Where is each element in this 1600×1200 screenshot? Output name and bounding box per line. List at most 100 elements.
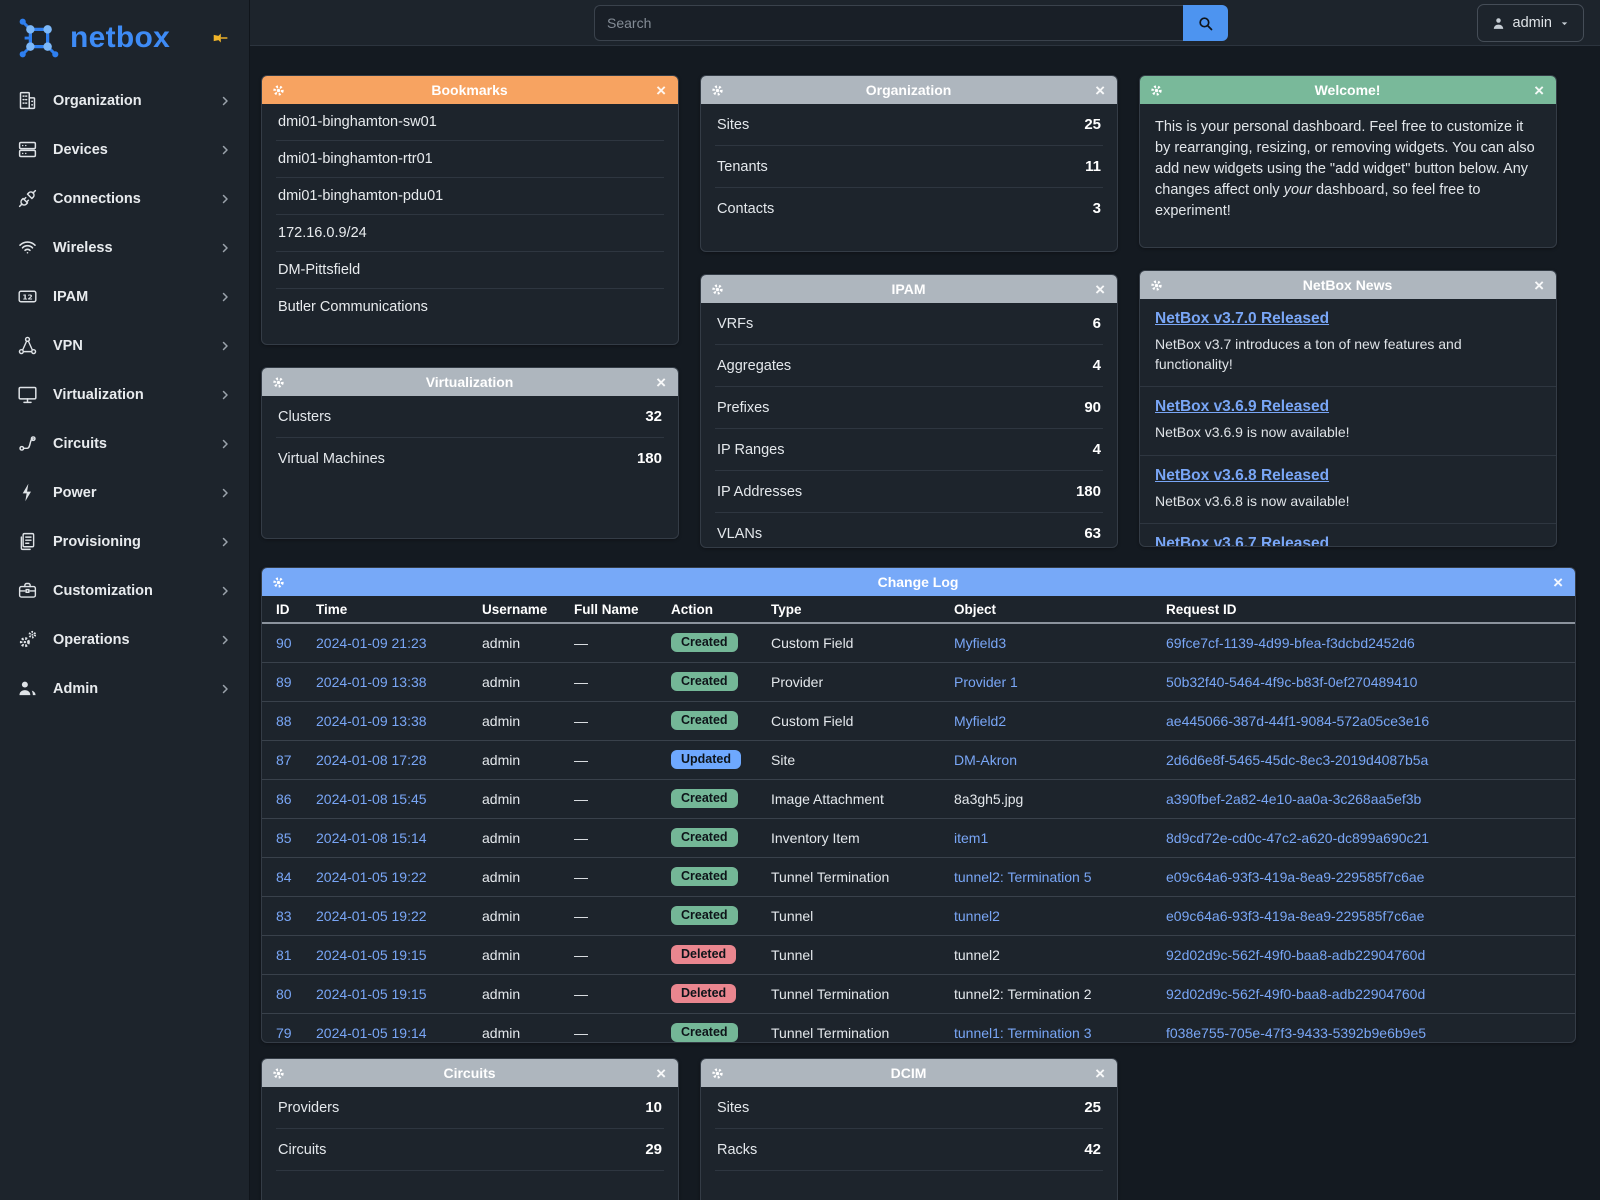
sidebar-item-admin[interactable]: Admin [0, 664, 249, 713]
change-id-link[interactable]: 90 [276, 634, 292, 651]
sidebar-item-operations[interactable]: Operations [0, 615, 249, 664]
change-username: admin [474, 779, 566, 819]
dcim-widget-header[interactable]: DCIM × [701, 1059, 1117, 1087]
dcim-stat-row: Sites 25 [715, 1087, 1103, 1129]
request-id-link[interactable]: 92d02d9c-562f-49f0-baa8-adb22904760d [1166, 946, 1426, 963]
sidebar-item-power[interactable]: Power [0, 468, 249, 517]
virtualization-widget-header[interactable]: Virtualization × [262, 368, 678, 396]
pin-sidebar-icon[interactable] [211, 28, 231, 48]
close-icon[interactable]: × [656, 80, 666, 100]
widget-config-icon[interactable] [711, 1067, 724, 1080]
change-object-link[interactable]: DM-Akron [954, 751, 1018, 768]
change-id-link[interactable]: 80 [276, 985, 292, 1002]
widget-config-icon[interactable] [272, 1067, 285, 1080]
sidebar-item-label: Power [53, 484, 97, 501]
circuits-widget-header[interactable]: Circuits × [262, 1059, 678, 1087]
change-time-link[interactable]: 2024-01-05 19:15 [316, 985, 427, 1002]
sidebar-item-vpn[interactable]: VPN [0, 321, 249, 370]
request-id-link[interactable]: e09c64a6-93f3-419a-8ea9-229585f7c6ae [1166, 868, 1425, 885]
change-time-link[interactable]: 2024-01-08 15:14 [316, 829, 427, 846]
sidebar-item-provisioning[interactable]: Provisioning [0, 517, 249, 566]
change-time-link[interactable]: 2024-01-08 17:28 [316, 751, 427, 768]
change-time-link[interactable]: 2024-01-08 15:45 [316, 790, 427, 807]
widget-config-icon[interactable] [272, 84, 285, 97]
widget-config-icon[interactable] [1150, 84, 1163, 97]
change-object-link[interactable]: item1 [954, 829, 989, 846]
close-icon[interactable]: × [1095, 1063, 1105, 1083]
sidebar-item-virtualization[interactable]: Virtualization [0, 370, 249, 419]
changelog-widget-header[interactable]: Change Log × [262, 568, 1575, 596]
widget-config-icon[interactable] [711, 84, 724, 97]
sidebar-item-organization[interactable]: Organization [0, 76, 249, 125]
change-id-link[interactable]: 87 [276, 751, 292, 768]
request-id-link[interactable]: 50b32f40-5464-4f9c-b83f-0ef270489410 [1166, 673, 1418, 690]
change-id-link[interactable]: 81 [276, 946, 292, 963]
change-id-link[interactable]: 83 [276, 907, 292, 924]
change-id-link[interactable]: 88 [276, 712, 292, 729]
change-object-link[interactable]: tunnel1: Termination 3 [954, 1024, 1092, 1041]
close-icon[interactable]: × [1534, 80, 1544, 100]
ipam-widget-header[interactable]: IPAM × [701, 275, 1117, 303]
sidebar-item-devices[interactable]: Devices [0, 125, 249, 174]
request-id-link[interactable]: f038e755-705e-47f3-9433-5392b9e6b9e5 [1166, 1024, 1427, 1041]
brand[interactable]: netbox [0, 0, 249, 76]
news-headline-link[interactable]: NetBox v3.6.8 Released [1155, 466, 1330, 484]
change-time-link[interactable]: 2024-01-05 19:22 [316, 907, 427, 924]
request-id-link[interactable]: 69fce7cf-1139-4d99-bfea-f3dcbd2452d6 [1166, 634, 1415, 651]
bookmark-item[interactable]: dmi01-binghamton-sw01 [276, 104, 664, 141]
change-time-link[interactable]: 2024-01-05 19:14 [316, 1024, 427, 1041]
request-id-link[interactable]: e09c64a6-93f3-419a-8ea9-229585f7c6ae [1166, 907, 1425, 924]
ipam-stat-row: IP Addresses 180 [715, 471, 1103, 513]
change-time-link[interactable]: 2024-01-05 19:22 [316, 868, 427, 885]
close-icon[interactable]: × [1553, 572, 1563, 592]
close-icon[interactable]: × [656, 1063, 666, 1083]
widget-config-icon[interactable] [711, 283, 724, 296]
change-object-link[interactable]: tunnel2 [954, 907, 1000, 924]
change-id-link[interactable]: 85 [276, 829, 292, 846]
change-id-link[interactable]: 79 [276, 1024, 292, 1041]
widget-config-icon[interactable] [272, 376, 285, 389]
sidebar-item-customization[interactable]: Customization [0, 566, 249, 615]
sidebar-item-connections[interactable]: Connections [0, 174, 249, 223]
news-headline-link[interactable]: NetBox v3.6.9 Released [1155, 398, 1330, 416]
sidebar-item-circuits[interactable]: Circuits [0, 419, 249, 468]
widget-config-icon[interactable] [1150, 279, 1163, 292]
change-time-link[interactable]: 2024-01-09 13:38 [316, 673, 427, 690]
close-icon[interactable]: × [1095, 80, 1105, 100]
widget-config-icon[interactable] [272, 576, 285, 589]
close-icon[interactable]: × [1095, 279, 1105, 299]
change-time-link[interactable]: 2024-01-09 13:38 [316, 712, 427, 729]
change-time-link[interactable]: 2024-01-09 21:23 [316, 634, 427, 651]
bookmark-item[interactable]: dmi01-binghamton-rtr01 [276, 141, 664, 178]
bookmark-item[interactable]: dmi01-binghamton-pdu01 [276, 178, 664, 215]
change-object-link[interactable]: Provider 1 [954, 673, 1018, 690]
close-icon[interactable]: × [656, 372, 666, 392]
change-object-link[interactable]: tunnel2: Termination 5 [954, 868, 1092, 885]
sidebar-item-ipam[interactable]: 12 IPAM [0, 272, 249, 321]
close-icon[interactable]: × [1534, 275, 1544, 295]
change-id-link[interactable]: 86 [276, 790, 292, 807]
news-widget-header[interactable]: NetBox News × [1140, 271, 1556, 299]
search-button[interactable] [1183, 5, 1228, 41]
request-id-link[interactable]: ae445066-387d-44f1-9084-572a05ce3e16 [1166, 712, 1430, 729]
request-id-link[interactable]: a390fbef-2a82-4e10-aa0a-3c268aa5ef3b [1166, 790, 1422, 807]
request-id-link[interactable]: 2d6d6e8f-5465-45dc-8ec3-2019d4087b5a [1166, 751, 1429, 768]
organization-widget-header[interactable]: Organization × [701, 76, 1117, 104]
bookmark-item[interactable]: DM-Pittsfield [276, 252, 664, 289]
request-id-link[interactable]: 8d9cd72e-cd0c-47c2-a620-dc899a690c21 [1166, 829, 1430, 846]
change-time-link[interactable]: 2024-01-05 19:15 [316, 946, 427, 963]
welcome-widget-header[interactable]: Welcome! × [1140, 76, 1556, 104]
change-object-link[interactable]: Myfield2 [954, 712, 1007, 729]
change-object-link[interactable]: Myfield3 [954, 634, 1007, 651]
change-id-link[interactable]: 89 [276, 673, 292, 690]
change-id-link[interactable]: 84 [276, 868, 292, 885]
user-menu-button[interactable]: admin [1476, 4, 1584, 42]
news-headline-link[interactable]: NetBox v3.7.0 Released [1155, 310, 1330, 327]
search-input[interactable] [594, 5, 1183, 41]
news-headline-link[interactable]: NetBox v3.6.7 Released [1155, 535, 1330, 547]
bookmarks-widget-header[interactable]: Bookmarks × [262, 76, 678, 104]
bookmark-item[interactable]: Butler Communications [278, 299, 428, 315]
sidebar-item-wireless[interactable]: Wireless [0, 223, 249, 272]
bookmark-item[interactable]: 172.16.0.9/24 [276, 215, 664, 252]
request-id-link[interactable]: 92d02d9c-562f-49f0-baa8-adb22904760d [1166, 985, 1426, 1002]
